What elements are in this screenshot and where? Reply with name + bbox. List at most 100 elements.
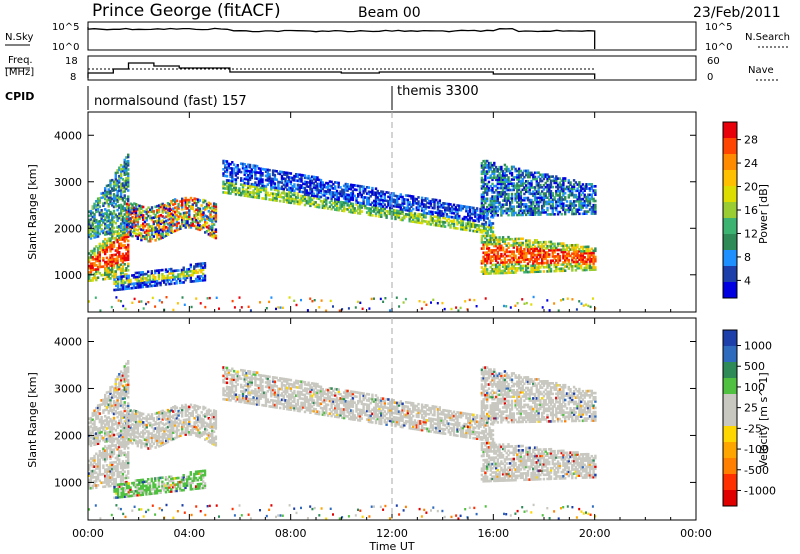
power-echo-cell: [420, 307, 423, 310]
power-echo-cell: [119, 182, 123, 186]
power-echo-cell: [496, 201, 499, 205]
power-echo-cell: [109, 247, 112, 251]
power-echo-cell: [332, 305, 334, 308]
power-echo-cell: [214, 215, 218, 219]
power-echo-cell: [96, 268, 100, 271]
power-echo-cell: [114, 177, 117, 181]
power-echo-cell: [133, 212, 136, 216]
power-echo-cell: [182, 281, 185, 284]
power-echo-cell: [581, 247, 585, 251]
power-echo-cell: [337, 198, 340, 201]
power-echo-cell: [107, 196, 110, 200]
velocity-echo-cell: [105, 464, 109, 467]
power-echo-cell: [116, 275, 120, 279]
power-echo-cell: [491, 255, 494, 258]
power-echo-cell: [88, 220, 91, 224]
power-echo-cell: [479, 216, 482, 219]
power-echo-cell: [408, 194, 411, 198]
velocity-echo-cell: [98, 429, 101, 432]
power-echo-cell: [240, 170, 243, 174]
power-echo-cell: [583, 187, 586, 190]
power-echo-cell: [484, 208, 488, 212]
power-echo-cell: [482, 251, 485, 255]
freq-label-line1: Freq.: [8, 55, 33, 66]
power-echo-cell: [420, 219, 424, 223]
power-echo-cell: [491, 242, 494, 246]
power-echo-cell: [482, 182, 485, 186]
power-echo-cell: [489, 176, 492, 180]
power-echo-cell: [494, 197, 498, 200]
power-echo-cell: [486, 199, 489, 203]
power-echo-cell: [115, 288, 118, 292]
power-echo-cell: [555, 246, 558, 250]
power-echo-cell: [316, 184, 319, 188]
power-echo-cell: [309, 187, 312, 191]
velocity-echo-cell: [125, 444, 128, 448]
power-echo-cell: [487, 255, 491, 259]
power-echo-cell: [494, 267, 498, 271]
power-echo-cell: [548, 309, 551, 312]
power-echo-cell: [161, 209, 164, 212]
power-echo-cell: [426, 220, 429, 224]
power-echo-cell: [371, 214, 374, 217]
power-echo-cell: [553, 179, 556, 183]
power-echo-cell: [111, 262, 114, 265]
power-echo-cell: [231, 182, 234, 185]
power-echo-cell: [222, 159, 225, 163]
power-echo-cell: [487, 166, 491, 169]
power-echo-cell: [530, 264, 533, 267]
power-echo-cell: [107, 277, 110, 280]
power-echo-cell: [358, 201, 362, 205]
velocity-echo-cell: [96, 460, 100, 464]
power-echo-cell: [494, 209, 498, 213]
power-echo-cell: [116, 185, 119, 189]
power-echo-cell: [261, 167, 264, 171]
power-echo-cell: [164, 276, 168, 280]
power-echo-cell: [88, 258, 91, 262]
velocity-echo-cell: [127, 453, 130, 456]
power-echo-cell: [590, 197, 593, 201]
power-echo-cell: [507, 167, 510, 171]
power-echo-cell: [145, 210, 148, 214]
power-data-marks: [88, 153, 597, 312]
power-echo-cell: [127, 239, 130, 243]
velocity-echo-cell: [104, 479, 107, 482]
power-echo-cell: [337, 200, 340, 204]
power-echo-cell: [222, 184, 225, 188]
velocity-echo-cell: [114, 482, 117, 485]
power-echo-cell: [585, 212, 588, 215]
power-echo-cell: [560, 250, 563, 254]
power-echo-cell: [452, 207, 456, 211]
power-echo-cell: [329, 299, 332, 303]
velocity-echo-cell: [105, 451, 109, 454]
power-echo-cell: [109, 256, 112, 259]
power-echo-cell: [594, 193, 597, 196]
power-echo-cell: [572, 206, 576, 209]
power-echo-cell: [535, 192, 538, 195]
power-echo-cell: [123, 160, 126, 164]
power-echo-cell: [433, 198, 436, 202]
power-echo-cell: [385, 216, 388, 219]
power-echo-cell: [186, 203, 189, 206]
power-echo-cell: [112, 236, 116, 240]
power-echo-cell: [325, 204, 328, 208]
velocity-echo-cell: [93, 480, 96, 483]
power-echo-cell: [351, 198, 355, 202]
power-echo-cell: [89, 268, 93, 272]
power-echo-cell: [406, 194, 410, 197]
power-echo-cell: [558, 210, 562, 214]
power-echo-cell: [178, 279, 182, 282]
power-echo-cell: [349, 183, 353, 187]
power-echo-cell: [112, 272, 116, 276]
power-echo-cell: [408, 219, 411, 223]
velocity-echo-cell: [105, 449, 109, 452]
power-echo-cell: [496, 174, 499, 177]
power-echo-cell: [195, 218, 198, 222]
power-echo-cell: [193, 280, 196, 283]
power-echo-cell: [578, 264, 581, 268]
power-echo-cell: [161, 234, 164, 237]
power-echo-cell: [493, 214, 496, 217]
power-echo-cell: [188, 200, 191, 204]
power-echo-cell: [119, 176, 123, 180]
power-echo-cell: [291, 187, 294, 190]
